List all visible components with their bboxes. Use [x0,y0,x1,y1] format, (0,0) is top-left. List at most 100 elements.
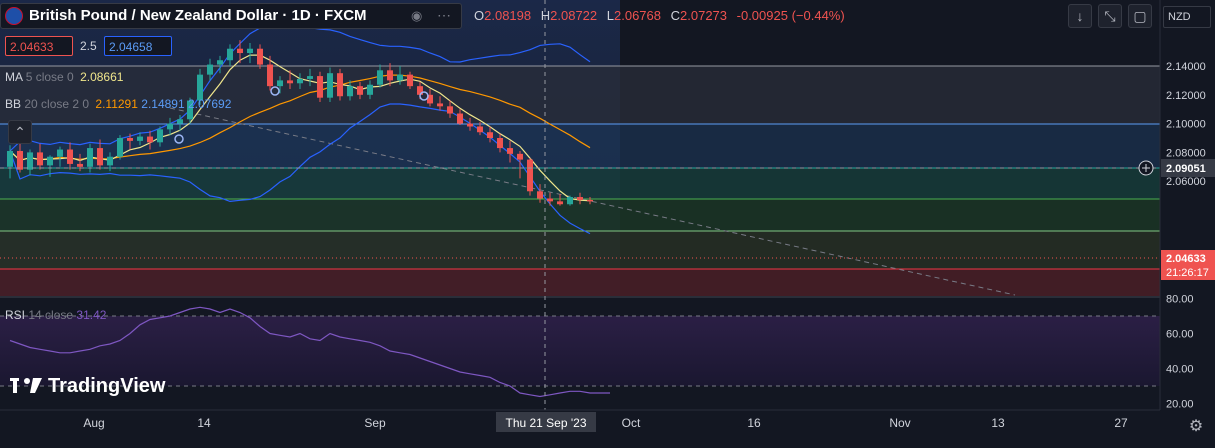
candle-body [437,103,443,107]
spread-value: 2.5 [80,39,97,53]
bb-basis-value: 2.11291 [95,97,138,111]
candle-body [457,113,463,124]
bb-basis-line [9,74,591,161]
candle-body [7,150,13,167]
candle-body [257,48,263,65]
event-marker[interactable] [174,134,184,144]
candle-body [237,48,243,54]
bb-params: 20 close 2 0 [24,97,90,111]
price-axis-bg[interactable] [1160,0,1215,410]
candle-body [227,48,233,61]
candle-body [267,64,273,87]
price-tick-label: 2.10000 [1166,119,1206,131]
high-label: H [540,8,551,23]
crosshair-date-label: Thu 21 Sep '23 [505,416,586,430]
currency-selector[interactable]: NZD [1163,6,1211,28]
candle-body [57,149,63,157]
candle-body [127,138,133,141]
fib-zone-red [0,269,1160,296]
candle-body [177,119,183,124]
event-marker[interactable] [419,91,429,101]
time-tick-label: 16 [747,416,761,430]
candle-body [217,60,223,65]
candle-body [77,163,83,167]
rsi-tick-label: 60.00 [1166,329,1194,341]
candle-body [37,152,43,166]
open-value: 2.08198 [484,8,532,23]
buy-button[interactable]: 2.04658 [104,36,172,56]
rsi-band [0,316,1160,386]
price-tick-label: 2.12000 [1166,90,1206,102]
candle-body [317,76,323,98]
time-tick-label: 14 [197,416,211,430]
candle-body [567,197,573,205]
candle-body [157,129,163,143]
move-down-button[interactable]: ↓ [1068,4,1092,28]
trendline[interactable] [169,107,1016,296]
ma-legend[interactable]: MA 5 close 0 2.08661 [5,70,123,84]
restore-button[interactable]: ▢ [1128,4,1152,28]
candle-body [297,78,303,84]
ma-name: MA [5,70,23,84]
rsi-params: 14 close [28,308,74,322]
ma-params: 5 close 0 [25,70,74,84]
candle-body [497,138,503,149]
ma-value: 2.08661 [80,70,124,84]
candle-body [547,198,553,202]
sell-button[interactable]: 2.04633 [5,36,73,56]
chevron-up-icon: ⌃ [14,124,26,140]
collapse-legend-button[interactable]: ⌃ [8,120,32,144]
time-axis-bg[interactable] [0,410,1215,443]
candle-body [587,199,593,202]
candle-body [197,74,203,101]
candle-body [477,126,483,133]
change-value: -0.00925 (−0.44%) [736,8,845,23]
rsi-tick-label: 20.00 [1166,399,1194,411]
bb-legend[interactable]: BB 20 close 2 0 2.11291 2.14891 2.07692 [5,97,231,111]
close-label: C [670,8,681,23]
gear-icon[interactable]: ⚙ [1188,418,1204,435]
candle-body [377,70,383,85]
high-value: 2.08722 [550,8,598,23]
candle-body [517,153,523,160]
candle-body [407,74,413,87]
low-value: 2.06768 [614,8,661,23]
eye-icon[interactable]: ◉ [411,8,423,23]
candle-body [287,80,293,84]
fib-zone-green [0,199,1160,231]
event-marker[interactable] [270,86,280,96]
candle-body [327,73,333,98]
currency-label: NZD [1168,11,1191,23]
rsi-name: RSI [5,308,26,322]
maximize-button[interactable]: ⤡ [1098,4,1122,28]
rsi-line [9,306,610,398]
candle-body [187,100,193,120]
candle-body [67,149,73,164]
candle-body [87,148,93,167]
candle-body [337,73,343,97]
symbol-bar[interactable]: British Pound / New Zealand Dollar · 1D … [0,3,462,29]
bb-lower-value: 2.07692 [188,97,232,111]
rsi-legend[interactable]: RSI 14 close 31.42 [5,308,106,322]
candle-body [27,152,33,170]
candle-body [367,84,373,95]
symbol-title[interactable]: British Pound / New Zealand Dollar · 1D … [29,7,367,24]
bb-lower-polyline [9,103,591,235]
candle-body [537,191,543,199]
bb-basis-polyline [9,74,591,161]
watermark-text: TradingView [48,375,166,397]
price-tick-label: 2.06000 [1166,176,1206,188]
tv-logo-dot [24,378,30,384]
candle-body [147,136,153,143]
time-tick-label: Sep [364,416,386,430]
candle-body [97,148,103,166]
candle-body [427,94,433,104]
candle-body [357,86,363,95]
bb-lower-band [9,103,591,235]
candle-body [167,123,173,130]
settings-icon[interactable]: ⋯ [437,7,451,23]
fib-zone-olive [0,231,1160,269]
fib-zone-blue [0,124,1160,168]
